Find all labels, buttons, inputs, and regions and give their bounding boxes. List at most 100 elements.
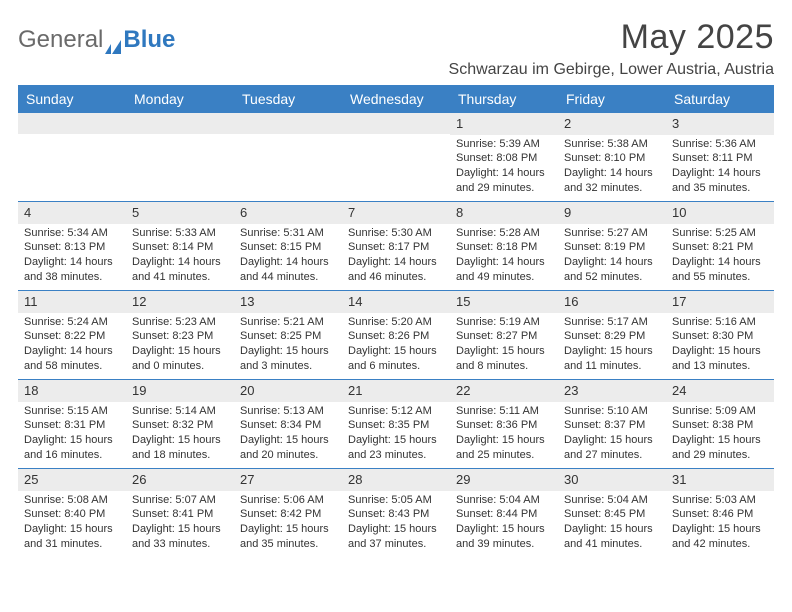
day-body: Sunrise: 5:04 AMSunset: 8:44 PMDaylight:… <box>450 491 558 554</box>
calendar-cell: 10Sunrise: 5:25 AMSunset: 8:21 PMDayligh… <box>666 202 774 290</box>
day-number: 22 <box>450 380 558 402</box>
calendar-cell: 17 Sunrise: 5:16 AMSunset: 8:30 PMDayligh… <box>666 291 774 379</box>
day-body: Sunrise: 5:36 AMSunset: 8:11 PMDaylight:… <box>666 135 774 198</box>
calendar-cell: 29Sunrise: 5:04 AMSunset: 8:44 PMDayligh… <box>450 469 558 557</box>
daylight-text: Daylight: 15 hours and 42 minutes. <box>672 522 768 552</box>
sunrise-text: Sunrise: 5:36 AM <box>672 137 768 152</box>
day-body: Sunrise: 5:31 AMSunset: 8:15 PMDaylight:… <box>234 224 342 287</box>
sunset-text: Sunset: 8:37 PM <box>564 418 660 433</box>
day-number <box>18 113 126 134</box>
logo: General Blue <box>18 18 175 54</box>
daylight-text: Daylight: 14 hours and 35 minutes. <box>672 166 768 196</box>
daylight-text: Daylight: 15 hours and 33 minutes. <box>132 522 228 552</box>
sunrise-text: Sunrise: 5:38 AM <box>564 137 660 152</box>
calendar-week: 1Sunrise: 5:39 AMSunset: 8:08 PMDaylight… <box>18 113 774 202</box>
daylight-text: Daylight: 15 hours and 27 minutes. <box>564 433 660 463</box>
calendar-cell: 25Sunrise: 5:08 AMSunset: 8:40 PMDayligh… <box>18 469 126 557</box>
day-body: Sunrise: 5:19 AMSunset: 8:27 PMDaylight:… <box>450 313 558 376</box>
daylight-text: Daylight: 15 hours and 16 minutes. <box>24 433 120 463</box>
day-body: Sunrise: 5:28 AMSunset: 8:18 PMDaylight:… <box>450 224 558 287</box>
day-body: Sunrise: 5:21 AMSunset: 8:25 PMDaylight:… <box>234 313 342 376</box>
sunrise-text: Sunrise: 5:27 AM <box>564 226 660 241</box>
day-number: 17 <box>666 291 774 313</box>
sunrise-text: Sunrise: 5:11 AM <box>456 404 552 419</box>
day-number: 15 <box>450 291 558 313</box>
day-number: 12 <box>126 291 234 313</box>
calendar-cell: 23Sunrise: 5:10 AMSunset: 8:37 PMDayligh… <box>558 380 666 468</box>
sunrise-text: Sunrise: 5:15 AM <box>24 404 120 419</box>
daylight-text: Daylight: 15 hours and 3 minutes. <box>240 344 336 374</box>
sunset-text: Sunset: 8:27 PM <box>456 329 552 344</box>
calendar-cell <box>126 113 234 201</box>
sunrise-text: Sunrise: 5:21 AM <box>240 315 336 330</box>
day-body: Sunrise: 5:11 AMSunset: 8:36 PMDaylight:… <box>450 402 558 465</box>
sunrise-text: Sunrise: 5:20 AM <box>348 315 444 330</box>
calendar-cell: 16Sunrise: 5:17 AMSunset: 8:29 PMDayligh… <box>558 291 666 379</box>
calendar-cell: 24Sunrise: 5:09 AMSunset: 8:38 PMDayligh… <box>666 380 774 468</box>
header: General Blue May 2025 Schwarzau im Gebir… <box>18 18 774 79</box>
calendar-cell <box>234 113 342 201</box>
daylight-text: Daylight: 15 hours and 31 minutes. <box>24 522 120 552</box>
day-number: 28 <box>342 469 450 491</box>
sunset-text: Sunset: 8:22 PM <box>24 329 120 344</box>
daylight-text: Daylight: 15 hours and 35 minutes. <box>240 522 336 552</box>
day-number: 31 <box>666 469 774 491</box>
day-number <box>126 113 234 134</box>
calendar-week: 25Sunrise: 5:08 AMSunset: 8:40 PMDayligh… <box>18 469 774 557</box>
day-number: 5 <box>126 202 234 224</box>
calendar-cell: 12Sunrise: 5:23 AMSunset: 8:23 PMDayligh… <box>126 291 234 379</box>
calendar-cell <box>18 113 126 201</box>
sunrise-text: Sunrise: 5:34 AM <box>24 226 120 241</box>
calendar-cell: 27Sunrise: 5:06 AMSunset: 8:42 PMDayligh… <box>234 469 342 557</box>
day-number: 29 <box>450 469 558 491</box>
sunrise-text: Sunrise: 5:03 AM <box>672 493 768 508</box>
calendar-cell: 26Sunrise: 5:07 AMSunset: 8:41 PMDayligh… <box>126 469 234 557</box>
sunset-text: Sunset: 8:40 PM <box>24 507 120 522</box>
sunrise-text: Sunrise: 5:06 AM <box>240 493 336 508</box>
calendar-week: 4Sunrise: 5:34 AMSunset: 8:13 PMDaylight… <box>18 202 774 291</box>
page-title: May 2025 <box>449 18 774 57</box>
day-body: Sunrise: 5:09 AMSunset: 8:38 PMDaylight:… <box>666 402 774 465</box>
daylight-text: Daylight: 15 hours and 6 minutes. <box>348 344 444 374</box>
sunrise-text: Sunrise: 5:10 AM <box>564 404 660 419</box>
day-number: 11 <box>18 291 126 313</box>
sunset-text: Sunset: 8:13 PM <box>24 240 120 255</box>
sunset-text: Sunset: 8:34 PM <box>240 418 336 433</box>
day-number <box>342 113 450 134</box>
day-body: Sunrise: 5:17 AMSunset: 8:29 PMDaylight:… <box>558 313 666 376</box>
sunrise-text: Sunrise: 5:23 AM <box>132 315 228 330</box>
day-body: Sunrise: 5:06 AMSunset: 8:42 PMDaylight:… <box>234 491 342 554</box>
calendar: Sunday Monday Tuesday Wednesday Thursday… <box>18 85 774 557</box>
daylight-text: Daylight: 15 hours and 8 minutes. <box>456 344 552 374</box>
sunset-text: Sunset: 8:26 PM <box>348 329 444 344</box>
sunrise-text: Sunrise: 5:31 AM <box>240 226 336 241</box>
sunset-text: Sunset: 8:38 PM <box>672 418 768 433</box>
sunset-text: Sunset: 8:10 PM <box>564 151 660 166</box>
daylight-text: Daylight: 14 hours and 41 minutes. <box>132 255 228 285</box>
daylight-text: Daylight: 14 hours and 38 minutes. <box>24 255 120 285</box>
sunset-text: Sunset: 8:30 PM <box>672 329 768 344</box>
day-number: 13 <box>234 291 342 313</box>
day-number: 4 <box>18 202 126 224</box>
sunset-text: Sunset: 8:46 PM <box>672 507 768 522</box>
sunrise-text: Sunrise: 5:39 AM <box>456 137 552 152</box>
calendar-cell: 15Sunrise: 5:19 AMSunset: 8:27 PMDayligh… <box>450 291 558 379</box>
day-body: Sunrise: 5:15 AMSunset: 8:31 PMDaylight:… <box>18 402 126 465</box>
daylight-text: Daylight: 15 hours and 37 minutes. <box>348 522 444 552</box>
calendar-cell: 11Sunrise: 5:24 AMSunset: 8:22 PMDayligh… <box>18 291 126 379</box>
location-subtitle: Schwarzau im Gebirge, Lower Austria, Aus… <box>449 61 774 79</box>
sunrise-text: Sunrise: 5:09 AM <box>672 404 768 419</box>
day-number: 18 <box>18 380 126 402</box>
sunset-text: Sunset: 8:11 PM <box>672 151 768 166</box>
sunset-text: Sunset: 8:21 PM <box>672 240 768 255</box>
calendar-cell: 30Sunrise: 5:04 AMSunset: 8:45 PMDayligh… <box>558 469 666 557</box>
daylight-text: Daylight: 15 hours and 13 minutes. <box>672 344 768 374</box>
daylight-text: Daylight: 14 hours and 55 minutes. <box>672 255 768 285</box>
day-number: 2 <box>558 113 666 135</box>
calendar-cell: 14Sunrise: 5:20 AMSunset: 8:26 PMDayligh… <box>342 291 450 379</box>
sunrise-text: Sunrise: 5:16 AM <box>672 315 768 330</box>
daylight-text: Daylight: 15 hours and 39 minutes. <box>456 522 552 552</box>
day-body: Sunrise: 5:39 AMSunset: 8:08 PMDaylight:… <box>450 135 558 198</box>
day-body: Sunrise: 5:27 AMSunset: 8:19 PMDaylight:… <box>558 224 666 287</box>
daylight-text: Daylight: 14 hours and 29 minutes. <box>456 166 552 196</box>
